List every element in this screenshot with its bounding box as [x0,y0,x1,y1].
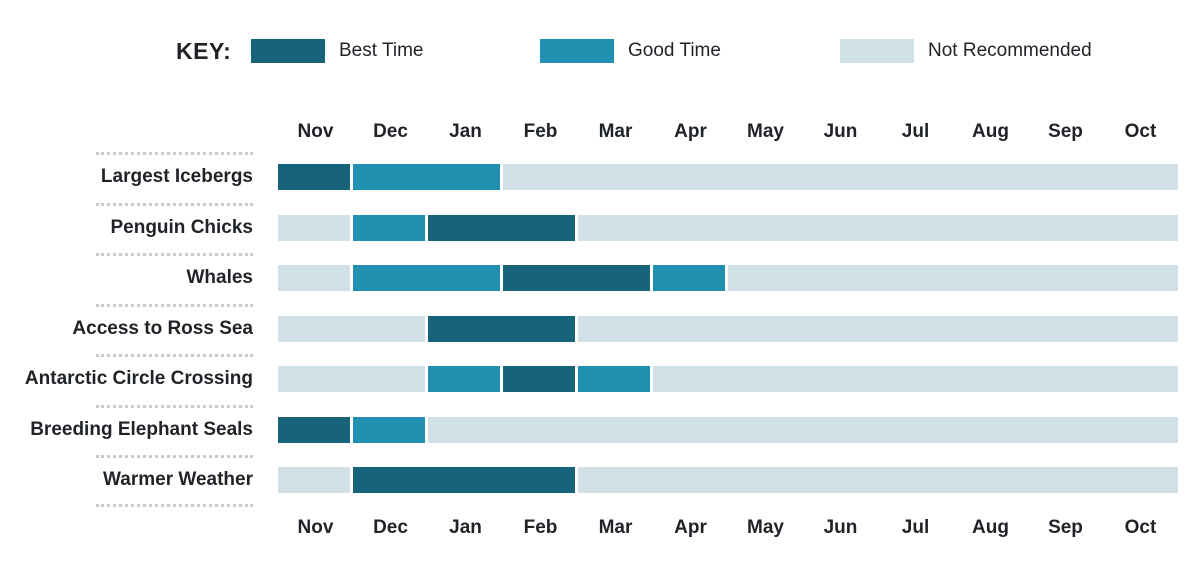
row-separator [96,354,253,357]
legend-item-good-time: Good Time [540,38,721,64]
row-label-antarctic-circle-crossing: Antarctic Circle Crossing [24,368,253,389]
bar-segment-not-whales-may [728,265,1178,291]
bar-segment-best-penguin-chicks-jan [428,215,575,241]
bar-segment-good-whales-apr [653,265,725,291]
month-label-bottom-feb: Feb [523,517,558,538]
month-label-bottom-apr: Apr [674,517,707,538]
bar-segment-best-largest-icebergs-nov [278,164,350,190]
row-label-warmer-weather: Warmer Weather [103,469,253,490]
legend-swatch-good-time [540,39,614,63]
row-label-access-to-ross-sea: Access to Ross Sea [72,318,253,339]
month-label-top-mar: Mar [598,121,633,142]
month-label-top-jul: Jul [901,121,930,142]
row-label-largest-icebergs: Largest Icebergs [100,166,253,187]
bar-segment-not-penguin-chicks-mar [578,215,1178,241]
month-label-bottom-mar: Mar [598,517,633,538]
legend: KEY: Best Time Good Time Not Recommended [0,36,1200,66]
month-label-top-apr: Apr [674,121,707,142]
bar-segment-not-largest-icebergs-feb [503,164,1178,190]
month-label-top-sep: Sep [1048,121,1083,142]
row-label-penguin-chicks: Penguin Chicks [110,217,253,238]
month-label-top-aug: Aug [972,121,1009,142]
month-label-top-oct: Oct [1124,121,1157,142]
bar-segment-best-whales-feb [503,265,650,291]
month-label-top-may: May [747,121,784,142]
month-label-bottom-nov: Nov [297,517,334,538]
month-label-top-dec: Dec [373,121,408,142]
bar-segment-best-antarctic-circle-crossing-feb [503,366,575,392]
month-label-bottom-jul: Jul [901,517,930,538]
legend-label-not-recommended: Not Recommended [928,40,1092,61]
month-label-bottom-sep: Sep [1048,517,1083,538]
legend-item-not-recommended: Not Recommended [840,38,1092,64]
row-separator [96,304,253,307]
month-label-bottom-aug: Aug [972,517,1009,538]
bar-segment-not-penguin-chicks-nov [278,215,350,241]
month-axis-bottom: Nov Dec Jan Feb Mar Apr May Jun Jul Aug Sep Oct [278,516,1178,540]
bar-segment-good-antarctic-circle-crossing-jan [428,366,500,392]
bar-segment-not-breeding-elephant-seals-jan [428,417,1178,443]
month-label-bottom-jan: Jan [449,517,482,538]
month-label-bottom-dec: Dec [373,517,408,538]
legend-swatch-not-recommended [840,39,914,63]
bar-segment-best-access-to-ross-sea-jan [428,316,575,342]
bar-segment-good-largest-icebergs-dec [353,164,500,190]
month-label-top-feb: Feb [523,121,558,142]
legend-key-title: KEY: [176,38,232,64]
bar-segment-good-whales-dec [353,265,500,291]
legend-item-best-time: Best Time [251,38,423,64]
row-separator [96,253,253,256]
bar-segment-good-breeding-elephant-seals-dec [353,417,425,443]
bar-segment-not-access-to-ross-sea-nov [278,316,425,342]
legend-label-good-time: Good Time [628,40,721,61]
bar-segment-not-antarctic-circle-crossing-apr [653,366,1178,392]
month-label-top-nov: Nov [297,121,334,142]
bar-segment-not-warmer-weather-mar [578,467,1178,493]
bar-segment-best-breeding-elephant-seals-nov [278,417,350,443]
month-axis-top: Nov Dec Jan Feb Mar Apr May Jun Jul Aug Sep Oct [278,120,1178,144]
row-label-whales: Whales [186,267,253,288]
month-label-bottom-may: May [747,517,784,538]
row-separator [96,504,253,507]
month-label-bottom-oct: Oct [1124,517,1157,538]
legend-label-best-time: Best Time [339,40,424,61]
month-label-top-jan: Jan [449,121,482,142]
row-label-breeding-elephant-seals: Breeding Elephant Seals [30,419,253,440]
bar-segment-not-antarctic-circle-crossing-nov [278,366,425,392]
legend-swatch-best-time [251,39,325,63]
bar-segment-best-warmer-weather-dec [353,467,575,493]
bar-segment-not-access-to-ross-sea-mar [578,316,1178,342]
month-label-top-jun: Jun [823,121,858,142]
bar-segment-good-penguin-chicks-dec [353,215,425,241]
bar-segment-good-antarctic-circle-crossing-mar [578,366,650,392]
row-separator [96,203,253,206]
row-separator [96,405,253,408]
row-separator [96,455,253,458]
month-label-bottom-jun: Jun [823,517,858,538]
bar-segment-not-whales-nov [278,265,350,291]
bar-segment-not-warmer-weather-nov [278,467,350,493]
row-separator [96,152,253,155]
